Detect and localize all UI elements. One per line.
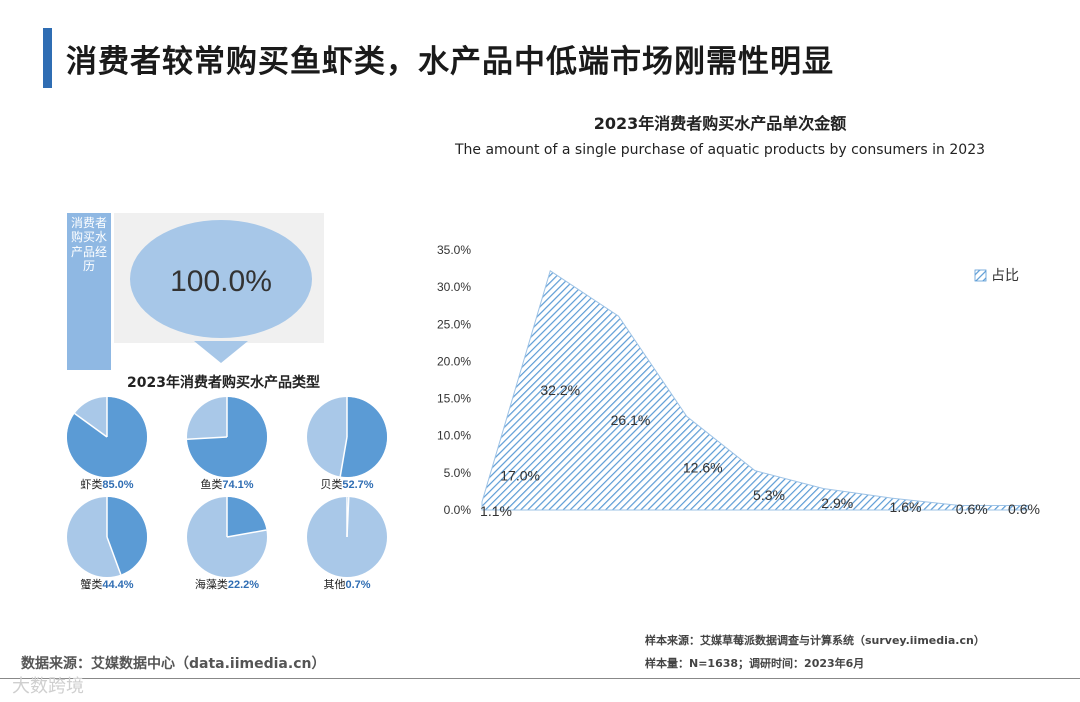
pie-divider — [106, 536, 122, 575]
experience-bubble-graphic: 100.0% — [130, 220, 312, 363]
y-tick-label: 30.0% — [437, 280, 471, 294]
y-tick-label: 5.0% — [444, 466, 472, 480]
pie-5: 海藻类22.2% — [187, 497, 267, 591]
pie-slice — [107, 497, 147, 575]
chart-title: 2023年消费者购买水产品单次金额 — [593, 114, 847, 133]
pie-slice — [227, 497, 267, 537]
types-title: 2023年消费者购买水产品类型 — [127, 375, 320, 391]
data-label: 0.6% — [956, 501, 988, 517]
data-label: 1.6% — [890, 499, 922, 515]
data-label: 17.0% — [500, 468, 540, 484]
legend-label: 占比 — [991, 267, 1019, 283]
y-tick-label: 0.0% — [444, 503, 472, 517]
y-tick-label: 35.0% — [437, 243, 471, 257]
experience-value: 100.0% — [170, 265, 272, 298]
data-labels: 1.1% 17.0% 32.2% 26.1% 12.6% 5.3% 2.9% 1.6% 0.6%… — [480, 382, 1040, 519]
pie-name: 海藻类 — [195, 577, 228, 591]
pie-4: 蟹类44.4% — [67, 497, 147, 591]
y-tick-label: 15.0% — [437, 392, 471, 406]
pie-divider — [346, 497, 350, 538]
watermark: 大数跨境 — [12, 676, 84, 697]
pie-label: 蟹类44.4% — [80, 577, 133, 591]
pie-6: 其他0.7% — [307, 497, 387, 591]
pie-label: 海藻类22.2% — [195, 577, 259, 591]
experience-pointer — [194, 341, 248, 363]
footer-divider — [0, 678, 1080, 679]
sample-size: 样本量：N=1638；调研时间：2023年6月 — [645, 657, 865, 670]
series-area-占比 — [481, 270, 1029, 511]
data-label: 12.6% — [683, 459, 723, 475]
pie-percent: 85.0% — [102, 479, 133, 491]
pie-percent: 22.2% — [228, 579, 259, 591]
y-tick-label: 25.0% — [437, 317, 471, 331]
data-label: 0.6% — [1008, 501, 1040, 517]
experience-label: 消费者购买水产品经历 — [67, 213, 111, 370]
pie-name: 其他 — [323, 578, 345, 591]
pie-percent: 74.1% — [222, 479, 253, 491]
pie-label: 虾类85.0% — [80, 477, 133, 491]
data-label: 2.9% — [821, 495, 853, 511]
page-title: 消费者较常购买鱼虾类，水产品中低端市场刚需性明显 — [66, 44, 834, 80]
pie-divider — [74, 412, 108, 438]
y-axis: 0.0% 5.0% 10.0% 15.0% 20.0% 25.0% 30.0% 35.0% — [437, 243, 471, 517]
pie-label: 其他0.7% — [323, 578, 370, 591]
pie-label: 贝类52.7% — [320, 477, 373, 491]
experience-bubble — [130, 220, 312, 338]
legend: 占比 — [974, 267, 1019, 283]
y-tick-label: 10.0% — [437, 429, 471, 443]
pie-slice — [340, 397, 388, 477]
pie-percent: 52.7% — [342, 479, 373, 491]
pie-name: 鱼类 — [200, 477, 222, 491]
data-label: 5.3% — [753, 487, 785, 503]
pie-label: 鱼类74.1% — [200, 477, 253, 491]
pie-divider — [226, 529, 267, 538]
pie-divider — [187, 436, 228, 441]
sample-source: 样本来源：艾媒草莓派数据调查与计算系统（survey.iimedia.cn） — [645, 634, 985, 647]
pie-1: 虾类85.0% — [66, 397, 147, 491]
pie-divider — [339, 436, 348, 477]
pie-percent: 44.4% — [102, 579, 133, 591]
pie-name: 虾类 — [80, 477, 102, 491]
data-label: 1.1% — [480, 503, 512, 519]
data-label: 26.1% — [611, 412, 651, 428]
pie-name: 蟹类 — [80, 577, 102, 591]
single-purchase-area-chart: 0.0% 5.0% 10.0% 15.0% 20.0% 25.0% 30.0% 35.0% 1.… — [437, 243, 1040, 519]
pie-2: 鱼类74.1% — [187, 397, 268, 491]
pie-3: 贝类52.7% — [307, 397, 388, 491]
pie-percent: 0.7% — [345, 579, 370, 591]
y-tick-label: 20.0% — [437, 354, 471, 368]
data-label: 32.2% — [540, 382, 580, 398]
types-pie-grid: 虾类85.0% 鱼类74.1% 贝类52.7% 蟹类44.4% 海藻类22.2% 其他0.… — [66, 397, 388, 591]
title-accent-bar — [43, 28, 52, 88]
pie-name: 贝类 — [320, 477, 342, 491]
chart-subtitle: The amount of a single purchase of aquat… — [454, 142, 986, 158]
data-source-left: 数据来源：艾媒数据中心（data.iimedia.cn） — [21, 656, 326, 672]
legend-swatch — [974, 269, 987, 282]
